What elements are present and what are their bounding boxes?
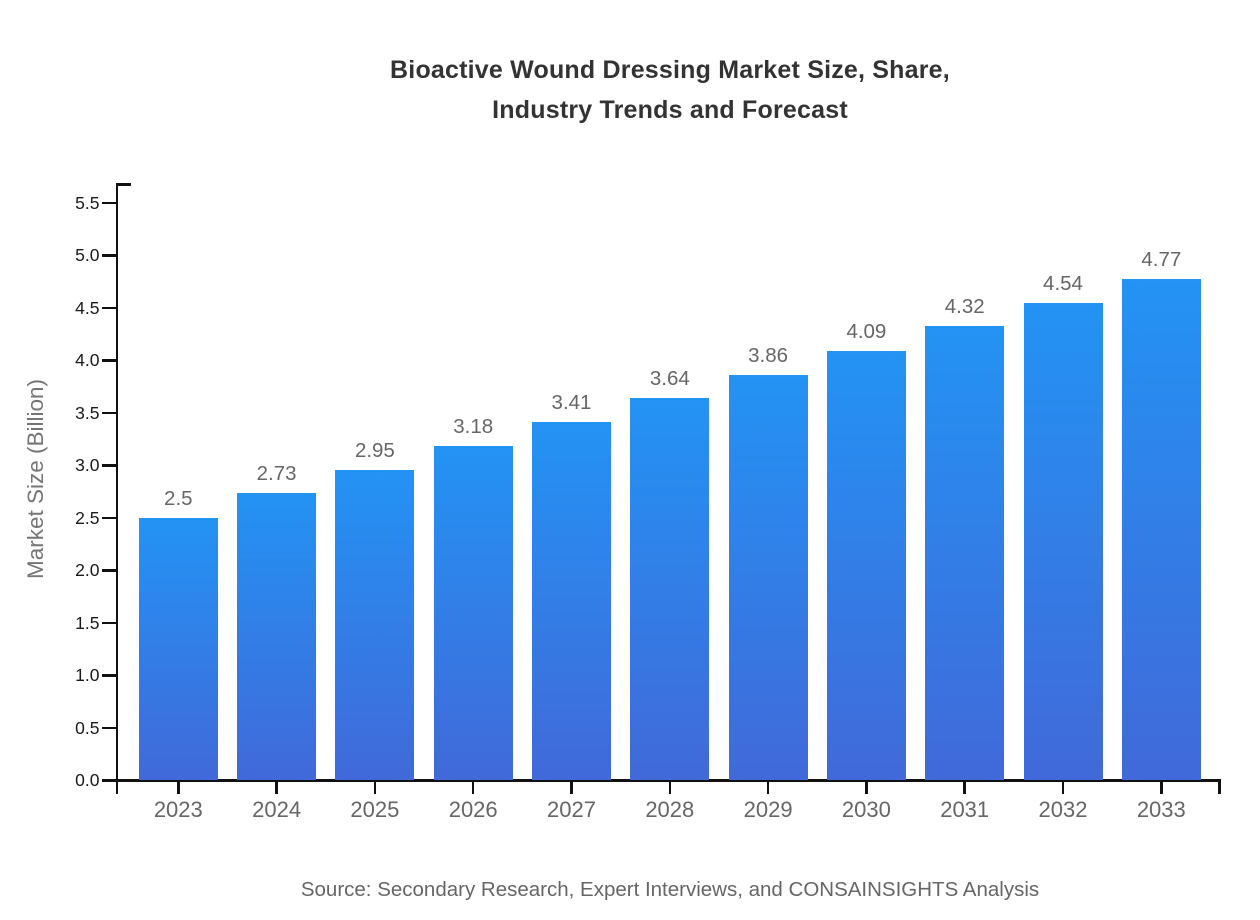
x-tick — [471, 781, 475, 794]
y-tick-label: 5.5 — [75, 192, 100, 213]
chart-title-line-1: Bioactive Wound Dressing Market Size, Sh… — [390, 56, 950, 84]
source-note: Source: Secondary Research, Expert Inter… — [300, 878, 1040, 901]
y-tick — [101, 516, 116, 519]
y-tick-label: 0.5 — [75, 717, 100, 738]
y-tick-label: 3.0 — [75, 455, 100, 475]
bar-2027 — [532, 421, 611, 780]
x-tick-label: 2032 — [1038, 797, 1088, 822]
bar-2033 — [1121, 279, 1201, 780]
y-tick — [101, 201, 116, 204]
y-tick-label: 1.5 — [75, 612, 100, 633]
y-tick — [101, 411, 116, 414]
x-tick-label: 2033 — [1136, 797, 1186, 822]
bar-value-label: 4.77 — [1141, 248, 1182, 272]
x-tick — [1061, 781, 1065, 794]
x-tick — [766, 781, 770, 794]
x-tick-label: 2027 — [547, 797, 596, 822]
bar-value-label: 2.95 — [354, 439, 395, 463]
y-axis-top-cap — [115, 183, 131, 186]
y-tick — [101, 726, 116, 729]
chart-title: Bioactive Wound Dressing Market Size, Sh… — [80, 50, 1260, 130]
bar-2032 — [1023, 303, 1103, 780]
x-tick — [963, 781, 966, 794]
y-tick-label: 1.0 — [75, 665, 100, 685]
y-tick-label: 2.0 — [75, 560, 100, 580]
bar-value-label: 3.18 — [453, 415, 494, 439]
x-tick — [275, 781, 278, 794]
bar-value-label: 3.64 — [649, 366, 690, 390]
x-tick — [668, 781, 672, 794]
bar-2030 — [826, 350, 906, 780]
x-tick-label: 2026 — [448, 797, 498, 822]
bar-2023 — [138, 517, 218, 780]
bar-value-label: 2.5 — [164, 486, 193, 510]
x-tick-label: 2030 — [841, 797, 891, 822]
bar-value-label: 4.32 — [944, 295, 985, 319]
x-tick-label: 2025 — [350, 797, 400, 822]
x-tick — [1160, 781, 1163, 794]
bar-value-label: 2.73 — [256, 462, 297, 486]
x-tick — [570, 781, 573, 794]
bar-value-label: 3.86 — [748, 343, 789, 367]
x-axis-end-cap — [1218, 779, 1221, 794]
bar-2031 — [925, 326, 1005, 780]
bar-2025 — [335, 470, 415, 780]
y-tick — [101, 464, 116, 467]
x-tick — [373, 781, 377, 794]
x-tick-label: 2028 — [645, 797, 695, 822]
y-tick-label: 3.5 — [75, 402, 100, 423]
x-tick-label: 2031 — [940, 797, 990, 822]
y-axis-line — [115, 183, 118, 794]
x-tick-label: 2029 — [743, 797, 793, 822]
x-tick — [865, 781, 868, 794]
bar-2026 — [433, 446, 513, 780]
y-tick-label: 5.0 — [75, 245, 100, 265]
bar-value-label: 3.41 — [551, 390, 592, 414]
y-tick — [101, 569, 116, 572]
y-tick — [101, 674, 116, 677]
bar-2029 — [728, 374, 808, 780]
x-axis-line — [115, 779, 1221, 782]
y-tick-label: 2.5 — [75, 507, 100, 528]
y-tick — [101, 779, 116, 782]
x-tick — [177, 781, 180, 794]
y-tick — [101, 254, 116, 257]
bar-value-label: 4.54 — [1043, 272, 1083, 296]
x-tick-label: 2024 — [252, 797, 302, 822]
y-tick — [101, 306, 116, 309]
y-tick-label: 4.0 — [75, 350, 100, 370]
y-tick-label: 0.0 — [75, 770, 100, 790]
bar-2024 — [237, 493, 317, 780]
y-tick — [101, 621, 116, 624]
chart-title-line-2: Industry Trends and Forecast — [492, 96, 848, 124]
x-tick-label: 2023 — [153, 797, 203, 822]
bar-2028 — [630, 397, 710, 780]
bar-value-label: 4.09 — [846, 319, 887, 343]
y-tick — [101, 359, 116, 362]
y-tick-label: 4.5 — [75, 297, 100, 318]
